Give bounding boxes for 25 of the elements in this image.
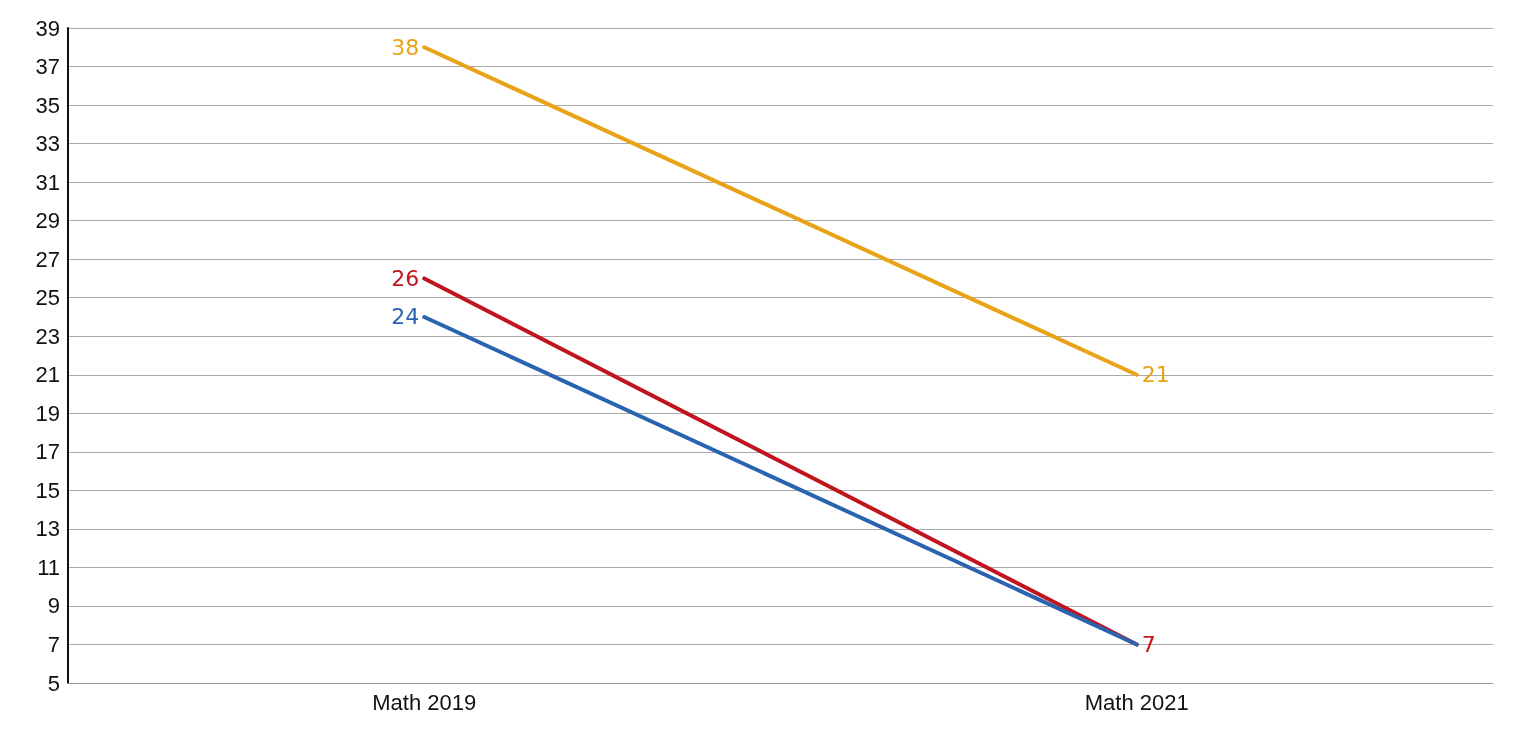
y-tick-label: 23 bbox=[35, 323, 60, 349]
data-label: 38 bbox=[391, 34, 420, 60]
x-tick-label: Math 2021 bbox=[1084, 689, 1189, 715]
y-tick-label: 9 bbox=[47, 593, 60, 619]
y-tick-label: 37 bbox=[35, 54, 60, 80]
y-tick-label: 5 bbox=[47, 670, 60, 696]
y-tick-label: 7 bbox=[47, 631, 60, 657]
y-tick-label: 39 bbox=[35, 15, 60, 41]
data-label: 26 bbox=[391, 265, 420, 291]
y-tick-label: 25 bbox=[35, 285, 60, 311]
y-tick-label: 27 bbox=[35, 246, 60, 272]
y-tick-label: 17 bbox=[35, 439, 60, 465]
x-tick-label: Math 2019 bbox=[372, 689, 477, 715]
y-tick-label: 31 bbox=[35, 169, 60, 195]
y-tick-label: 19 bbox=[35, 400, 60, 426]
y-tick-label: 13 bbox=[35, 516, 60, 542]
y-tick-label: 11 bbox=[37, 554, 60, 580]
y-tick-label: 33 bbox=[35, 131, 60, 157]
y-tick-label: 29 bbox=[35, 208, 60, 234]
y-tick-label: 35 bbox=[35, 92, 60, 118]
data-label: 7 bbox=[1141, 631, 1156, 657]
y-tick-label: 15 bbox=[35, 477, 60, 503]
y-tick-label: 21 bbox=[35, 362, 60, 388]
data-label: 24 bbox=[391, 304, 420, 330]
data-label: 21 bbox=[1141, 362, 1170, 388]
